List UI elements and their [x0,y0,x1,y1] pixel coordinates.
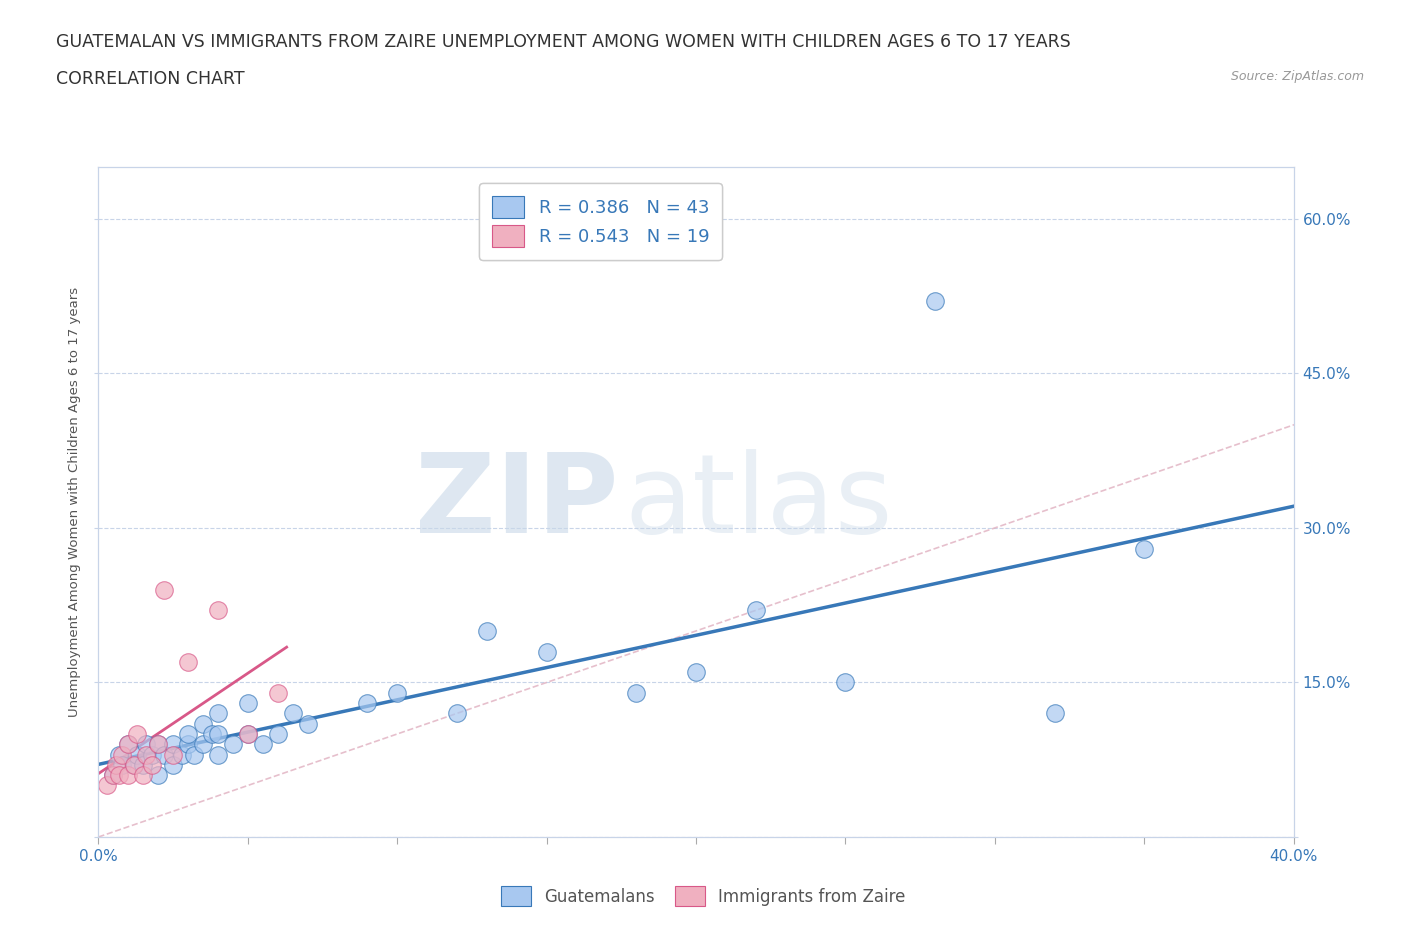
Point [1043,706,1066,721]
Point [297,716,319,731]
Point [385,685,409,700]
Point [207,603,229,618]
Point [252,737,274,751]
Point [117,737,139,751]
Legend: R = 0.386   N = 43, R = 0.543   N = 19: R = 0.386 N = 43, R = 0.543 N = 19 [479,183,721,259]
Point [191,716,214,731]
Point [446,706,468,721]
Point [222,737,245,751]
Point [236,726,259,741]
Point [132,757,155,772]
Text: CORRELATION CHART: CORRELATION CHART [56,70,245,87]
Point [108,747,131,762]
Point [183,747,205,762]
Text: Source: ZipAtlas.com: Source: ZipAtlas.com [1230,70,1364,83]
Text: GUATEMALAN VS IMMIGRANTS FROM ZAIRE UNEMPLOYMENT AMONG WOMEN WITH CHILDREN AGES : GUATEMALAN VS IMMIGRANTS FROM ZAIRE UNEM… [56,33,1071,50]
Point [267,685,290,700]
Point [105,757,128,772]
Point [127,726,149,741]
Point [148,737,170,751]
Point [162,747,184,762]
Point [108,768,131,783]
Text: ZIP: ZIP [415,448,619,556]
Point [103,768,125,783]
Point [834,675,856,690]
Point [111,757,134,772]
Point [153,747,176,762]
Point [135,747,157,762]
Point [141,747,163,762]
Point [124,757,146,772]
Point [536,644,558,659]
Point [475,623,498,638]
Point [201,726,224,741]
Point [1133,541,1156,556]
Y-axis label: Unemployment Among Women with Children Ages 6 to 17 years: Unemployment Among Women with Children A… [67,287,82,717]
Point [96,778,118,793]
Point [356,696,378,711]
Point [745,603,768,618]
Point [103,768,125,783]
Point [281,706,304,721]
Point [191,737,214,751]
Point [177,655,200,670]
Point [236,726,259,741]
Point [626,685,648,700]
Point [162,737,184,751]
Point [117,737,139,751]
Point [148,768,170,783]
Point [141,757,163,772]
Point [111,747,134,762]
Point [117,768,139,783]
Point [177,737,200,751]
Point [236,696,259,711]
Point [153,582,176,597]
Point [177,726,200,741]
Point [135,737,157,751]
Point [132,768,155,783]
Point [127,747,149,762]
Point [924,294,946,309]
Point [172,747,194,762]
Point [207,747,229,762]
Point [207,706,229,721]
Point [685,665,707,680]
Point [162,757,184,772]
Point [207,726,229,741]
Text: atlas: atlas [624,448,893,556]
Legend: Guatemalans, Immigrants from Zaire: Guatemalans, Immigrants from Zaire [494,880,912,912]
Point [124,757,146,772]
Point [148,737,170,751]
Point [267,726,290,741]
